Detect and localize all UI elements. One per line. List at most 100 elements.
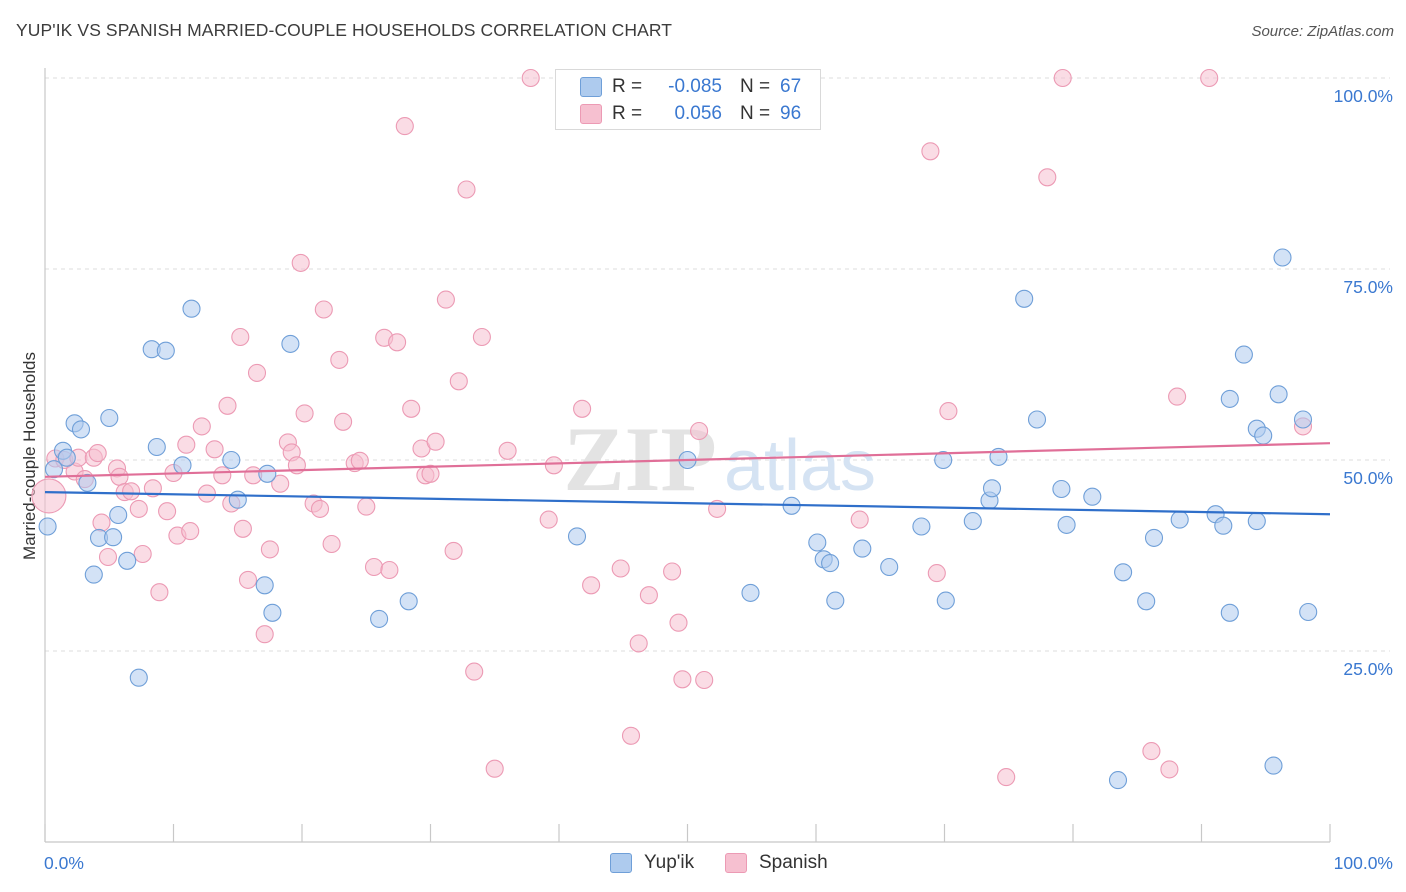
spanish-point bbox=[472, 327, 491, 347]
spanish-point bbox=[421, 464, 440, 483]
n-label: N = bbox=[740, 103, 771, 124]
spanish-point bbox=[122, 482, 141, 501]
yupik-point bbox=[100, 408, 119, 428]
yupik-point bbox=[399, 592, 418, 611]
yupik-point bbox=[567, 527, 587, 546]
spanish-point bbox=[247, 363, 267, 382]
spanish-point bbox=[213, 466, 232, 485]
spanish-point bbox=[444, 541, 463, 560]
yupik-point bbox=[78, 473, 97, 492]
yupik-legend-swatch bbox=[610, 853, 632, 873]
yupik-point bbox=[1254, 426, 1273, 445]
yupik-point bbox=[853, 539, 872, 558]
yupik-point bbox=[222, 450, 241, 470]
spanish-point bbox=[669, 613, 688, 632]
y-tick-label: 50.0% bbox=[1343, 468, 1393, 488]
yupik-point bbox=[1273, 248, 1292, 267]
spanish-point bbox=[573, 399, 592, 418]
r-label: R = bbox=[612, 76, 643, 97]
spanish-point bbox=[357, 497, 376, 516]
source-label: Source: ZipAtlas.com bbox=[1251, 23, 1394, 40]
spanish-point bbox=[238, 570, 258, 589]
yupik-swatch bbox=[580, 77, 602, 97]
spanish-point bbox=[457, 180, 476, 199]
yupik-point bbox=[1057, 515, 1076, 534]
spanish-point bbox=[621, 726, 641, 745]
correlation-legend: R = -0.085 N = 67 R = 0.056 N = 96 bbox=[555, 69, 821, 130]
yupik-legend-label: Yup'ik bbox=[644, 852, 695, 873]
x-tick-label-end: 100.0% bbox=[1334, 853, 1393, 873]
r-label: R = bbox=[612, 103, 643, 124]
yupik-point bbox=[1108, 771, 1128, 790]
yupik-point bbox=[84, 565, 103, 584]
yupik-point bbox=[1247, 512, 1266, 531]
yupik-point bbox=[57, 448, 76, 467]
yupik-point bbox=[1264, 756, 1283, 775]
spanish-point bbox=[129, 499, 148, 518]
yupik-point bbox=[1027, 410, 1047, 429]
spanish-point bbox=[695, 670, 714, 690]
yupik-n-value: 67 bbox=[780, 76, 802, 97]
spanish-point bbox=[350, 451, 369, 470]
yupik-point bbox=[255, 576, 274, 595]
yupik-point bbox=[118, 551, 137, 570]
watermark-atlas: atlas bbox=[724, 426, 876, 506]
spanish-point bbox=[291, 253, 310, 272]
yupik-point bbox=[44, 460, 64, 479]
yupik-point bbox=[104, 528, 123, 547]
yupik-point bbox=[71, 420, 91, 439]
spanish-trend-line bbox=[44, 442, 1331, 478]
yupik-point bbox=[129, 668, 148, 687]
spanish-point bbox=[255, 625, 274, 644]
spanish-point bbox=[322, 534, 341, 554]
spanish-legend-swatch bbox=[725, 853, 747, 873]
spanish-point bbox=[310, 499, 330, 518]
yupik-point bbox=[1170, 510, 1189, 529]
spanish-point bbox=[582, 576, 601, 595]
spanish-point bbox=[690, 421, 709, 441]
yupik-point bbox=[1052, 479, 1071, 499]
yupik-point bbox=[182, 299, 201, 318]
yupik-point bbox=[281, 334, 300, 353]
spanish-point bbox=[364, 557, 384, 577]
spanish-point bbox=[521, 68, 540, 88]
spanish-point bbox=[436, 290, 455, 309]
yupik-point bbox=[936, 591, 955, 610]
yupik-point bbox=[1220, 603, 1239, 622]
yupik-point bbox=[173, 456, 192, 475]
spanish-point bbox=[260, 540, 279, 559]
legend-row-yupik: R = -0.085 N = 67 bbox=[580, 76, 801, 98]
spanish-point bbox=[611, 559, 630, 578]
series-legend: Yup'ik Spanish bbox=[0, 852, 1406, 878]
spanish-point bbox=[314, 300, 333, 319]
yupik-point bbox=[1269, 385, 1288, 404]
legend-item-spanish: Spanish bbox=[725, 852, 828, 874]
yupik-point bbox=[38, 517, 57, 536]
spanish-point bbox=[205, 440, 224, 459]
yupik-point bbox=[228, 490, 247, 509]
spanish-point bbox=[231, 327, 250, 347]
spanish-point bbox=[1038, 168, 1057, 187]
spanish-point bbox=[402, 399, 421, 418]
spanish-point bbox=[181, 522, 200, 541]
spanish-point bbox=[334, 412, 353, 431]
spanish-point bbox=[92, 513, 111, 532]
yupik-point bbox=[1293, 410, 1313, 429]
yupik-point bbox=[1015, 289, 1034, 308]
yupik-point bbox=[1234, 345, 1253, 364]
yupik-point bbox=[370, 609, 389, 628]
yupik-point bbox=[1220, 389, 1239, 408]
spanish-point bbox=[233, 519, 252, 538]
y-tick-label: 100.0% bbox=[1334, 86, 1393, 106]
yupik-r-value: -0.085 bbox=[668, 76, 722, 97]
yupik-point bbox=[963, 512, 982, 531]
spanish-point bbox=[88, 444, 107, 463]
spanish-legend-label: Spanish bbox=[759, 852, 828, 873]
spanish-point bbox=[31, 478, 67, 514]
spanish-point bbox=[98, 547, 118, 567]
yupik-point bbox=[741, 583, 760, 602]
spanish-point bbox=[939, 402, 958, 421]
spanish-point bbox=[539, 510, 558, 529]
yupik-point bbox=[821, 554, 840, 573]
spanish-point bbox=[330, 350, 349, 369]
